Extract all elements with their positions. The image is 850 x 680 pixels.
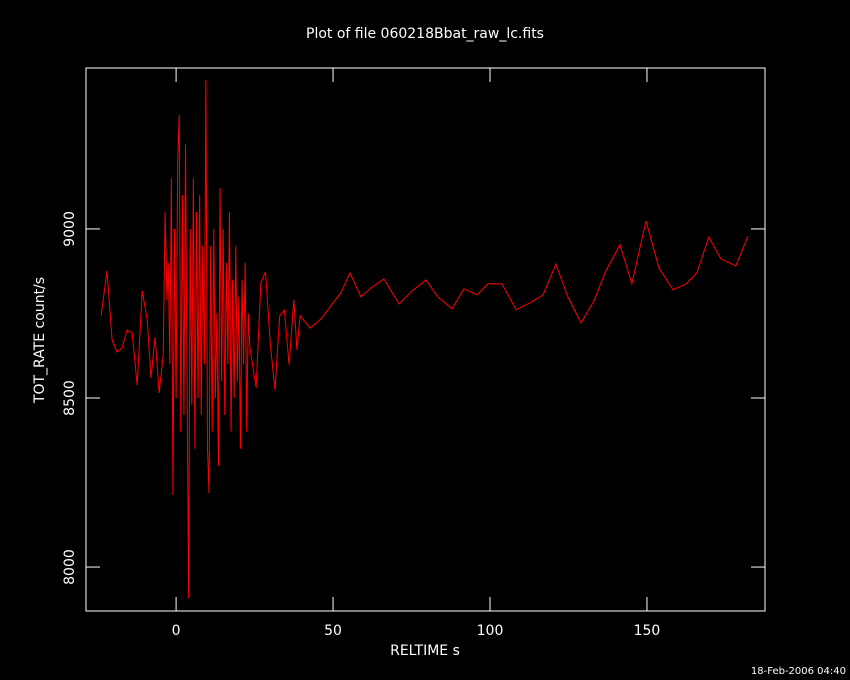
- y-tick-label: 9000: [62, 211, 78, 247]
- y-tick-label: 8500: [62, 380, 78, 416]
- x-axis-label: RELTIME s: [390, 643, 460, 659]
- x-tick-label: 100: [477, 623, 504, 639]
- y-tick-label: 8000: [62, 549, 78, 585]
- x-tick-label: 150: [634, 623, 661, 639]
- timestamp: 18-Feb-2006 04:40: [751, 666, 846, 677]
- x-tick-label: 50: [324, 623, 342, 639]
- y-axis-label: TOT_RATE count/s: [32, 277, 48, 404]
- plot-frame: [85, 67, 766, 612]
- chart-title: Plot of file 060218Bbat_raw_lc.fits: [306, 26, 544, 42]
- data-line: [100, 79, 749, 599]
- x-tick-label: 0: [172, 623, 181, 639]
